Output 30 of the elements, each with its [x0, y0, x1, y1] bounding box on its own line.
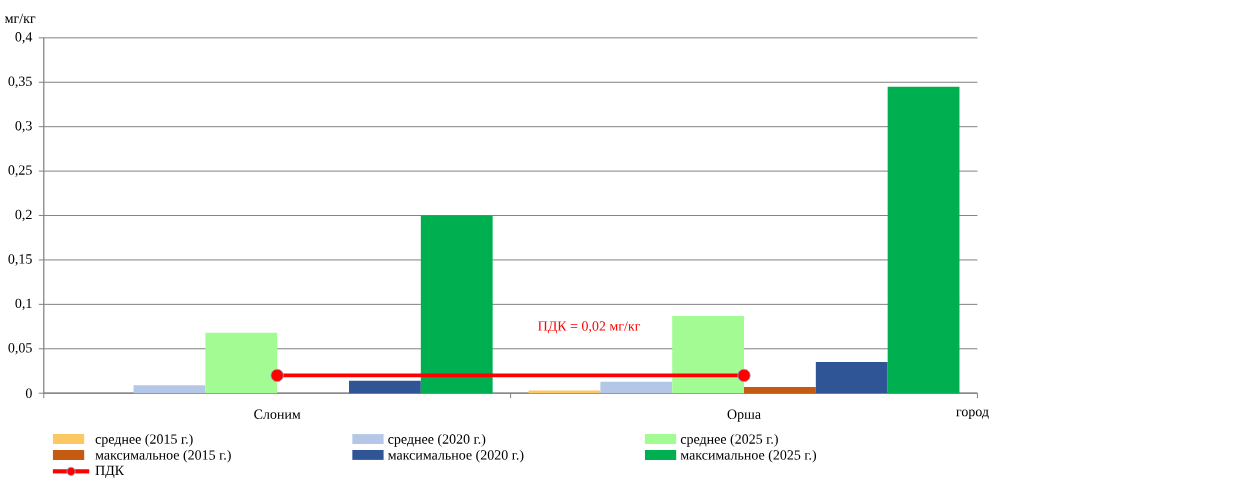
legend-label: максимальное (2015 г.)	[95, 450, 231, 463]
legend-label: максимальное (2020 г.)	[388, 450, 524, 463]
y-tick-label: 0,3	[15, 121, 32, 133]
y-tick-label: 0,1	[15, 298, 32, 311]
legend-label: ПДК	[95, 465, 125, 479]
x-tick-label: Слоним	[254, 409, 301, 420]
bar	[420, 215, 493, 394]
y-axis-title: мг/кг	[4, 13, 36, 24]
bar	[600, 381, 673, 394]
x-tick-label: Орша	[727, 409, 761, 422]
bar	[672, 316, 745, 394]
legend-label: максимальное (2025 г.)	[680, 450, 817, 463]
legend-label: среднее (2020 г.)	[388, 434, 486, 447]
legend-label: среднее (2025 г.)	[680, 434, 778, 447]
y-tick-label: 0	[25, 388, 32, 399]
bar	[744, 387, 816, 394]
y-tick-label: 0,2	[15, 209, 32, 222]
y-tick-label: 0,15	[8, 254, 32, 266]
y-tick-label: 0,05	[8, 343, 32, 355]
y-tick-label: 0,35	[8, 76, 32, 89]
bar	[815, 362, 888, 394]
bar	[133, 385, 206, 394]
legend-label: среднее (2015 г.)	[95, 434, 193, 447]
bar	[205, 332, 278, 394]
y-tick-label: 0,25	[8, 165, 32, 177]
y-tick-label: 0,4	[15, 32, 33, 44]
bar	[887, 86, 960, 394]
bar	[349, 380, 421, 394]
x-axis-title: город	[956, 409, 989, 420]
annotation: ПДК = 0,02 мг/кг	[538, 321, 641, 334]
